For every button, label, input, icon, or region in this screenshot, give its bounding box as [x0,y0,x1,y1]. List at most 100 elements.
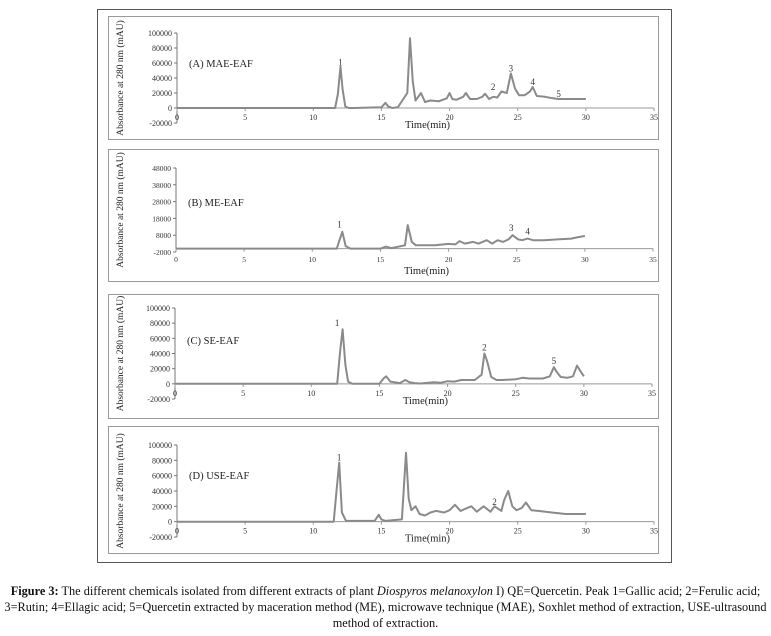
peak-label: 4 [530,77,535,87]
y-tick-label: 60000 [152,59,172,68]
x-tick-label: 0 [174,255,178,264]
x-tick-label: 10 [307,389,315,398]
y-tick-label: 100000 [148,441,172,450]
x-tick-label: 10 [309,255,317,264]
x-tick-label: 20 [444,389,452,398]
y-axis-label: Absorbance at 280 nm (mAU) [115,433,126,549]
peak-label: 3 [509,223,514,233]
x-tick-label: 0 [173,389,177,398]
figure-frame [97,9,672,563]
x-tick-label: 15 [377,527,385,536]
y-axis-label: Absorbance at 280 nm (mAU) [115,152,126,268]
y-tick-label: 100000 [146,304,170,313]
chart-panel-a: -20000 0 20000 40000 60000 80000 100000 0 5 10 15 2… [108,16,659,140]
x-tick-label: 20 [445,255,453,264]
x-tick-label: 25 [513,255,521,264]
y-tick-label: 18000 [152,214,171,223]
y-tick-label: 40000 [152,74,172,83]
x-axis-label: Time(min) [405,534,451,545]
chart-panel-c: -20000 0 20000 40000 60000 80000 100000 0 5 10 15 2… [108,294,659,419]
peak-label: 1 [337,452,342,462]
x-tick-label: 20 [446,113,454,122]
peak-label: 1 [338,57,343,67]
x-tick-label: 20 [446,527,454,536]
peak-label: 4 [525,226,530,236]
y-tick-label: 60000 [152,472,172,481]
caption-species: Diospyros melanoxylon [376,584,493,598]
y-tick-label: 48000 [152,164,171,173]
y-tick-label: 0 [168,518,172,527]
series-line [177,451,586,523]
x-axis-label: Time(min) [403,396,449,407]
y-tick-label: 20000 [152,89,172,98]
y-tick-label: 38000 [152,181,171,190]
y-tick-label: -20000 [149,119,172,128]
y-tick-label: -20000 [149,533,172,542]
x-tick-label: 5 [243,113,247,122]
y-tick-label: 40000 [150,350,170,359]
peak-label: 3 [509,63,514,73]
x-tick-label: 30 [582,113,590,122]
x-tick-label: 25 [514,527,522,536]
y-tick-label: 80000 [152,44,172,53]
y-tick-label: 40000 [152,487,172,496]
chart-b: -2000 8000 18000 28000 38000 48000 0 5 10 15 20 25 3… [115,152,657,277]
y-tick-label: 60000 [150,334,170,343]
x-tick-label: 15 [375,389,383,398]
y-tick-label: 28000 [152,198,171,207]
y-tick-label: 0 [166,380,170,389]
x-tick-label: 30 [581,255,589,264]
figure-caption: Figure 3: The different chemicals isolat… [0,583,771,631]
x-axis-label: Time(min) [405,120,451,131]
chart-panel-b: -2000 8000 18000 28000 38000 48000 0 5 10 15 20 25 3… [108,149,659,282]
y-tick-label: 20000 [150,365,170,374]
y-axis-label: Absorbance at 280 nm (mAU) [115,296,126,412]
series-line [175,328,585,385]
x-tick-label: 25 [512,389,520,398]
x-tick-label: 10 [309,113,317,122]
x-tick-label: 15 [377,113,385,122]
y-tick-label: 100000 [148,29,172,38]
x-tick-label: 30 [582,527,590,536]
y-tick-label: 8000 [156,231,171,240]
x-tick-label: 35 [650,527,658,536]
y-tick-label: 0 [168,104,172,113]
x-tick-label: 10 [309,527,317,536]
caption-label: Figure 3: [10,584,59,598]
x-tick-label: 15 [377,255,385,264]
x-tick-label: 35 [648,389,656,398]
x-tick-label: 5 [242,255,246,264]
peak-label: 1 [337,220,342,230]
y-tick-label: 80000 [152,456,172,465]
y-tick-label: 80000 [150,319,170,328]
caption-text-1: The different chemicals isolated from di… [58,584,377,598]
series-line [176,224,586,250]
x-tick-label: 5 [243,527,247,536]
peak-label: 2 [492,497,497,507]
peak-label: 5 [552,356,557,366]
chart-title: (C) SE-EAF [187,336,239,347]
series-line [177,37,586,109]
chart-title: (D) USE-EAF [189,471,250,482]
peak-label: 2 [491,82,496,92]
caption-text-2: I) QE=Quercetin. Peak 1=Gallic acid; 2=F… [4,584,767,630]
x-tick-label: 25 [514,113,522,122]
chart-panel-d: -20000 0 20000 40000 60000 80000 100000 0 5 10 15 2… [108,426,659,554]
x-tick-label: 0 [175,527,179,536]
x-tick-label: 35 [649,255,657,264]
chart-title: (B) ME-EAF [188,198,244,209]
x-tick-label: 35 [650,113,658,122]
x-tick-label: 30 [580,389,588,398]
peak-label: 2 [482,342,487,352]
peak-label: 5 [556,89,561,99]
y-tick-label: -2000 [154,248,172,257]
x-tick-label: 0 [175,113,179,122]
peak-label: 1 [335,318,340,328]
x-axis-label: Time(min) [404,266,450,277]
y-tick-label: -20000 [147,395,170,404]
chart-title: (A) MAE-EAF [189,59,253,70]
y-tick-label: 20000 [152,502,172,511]
